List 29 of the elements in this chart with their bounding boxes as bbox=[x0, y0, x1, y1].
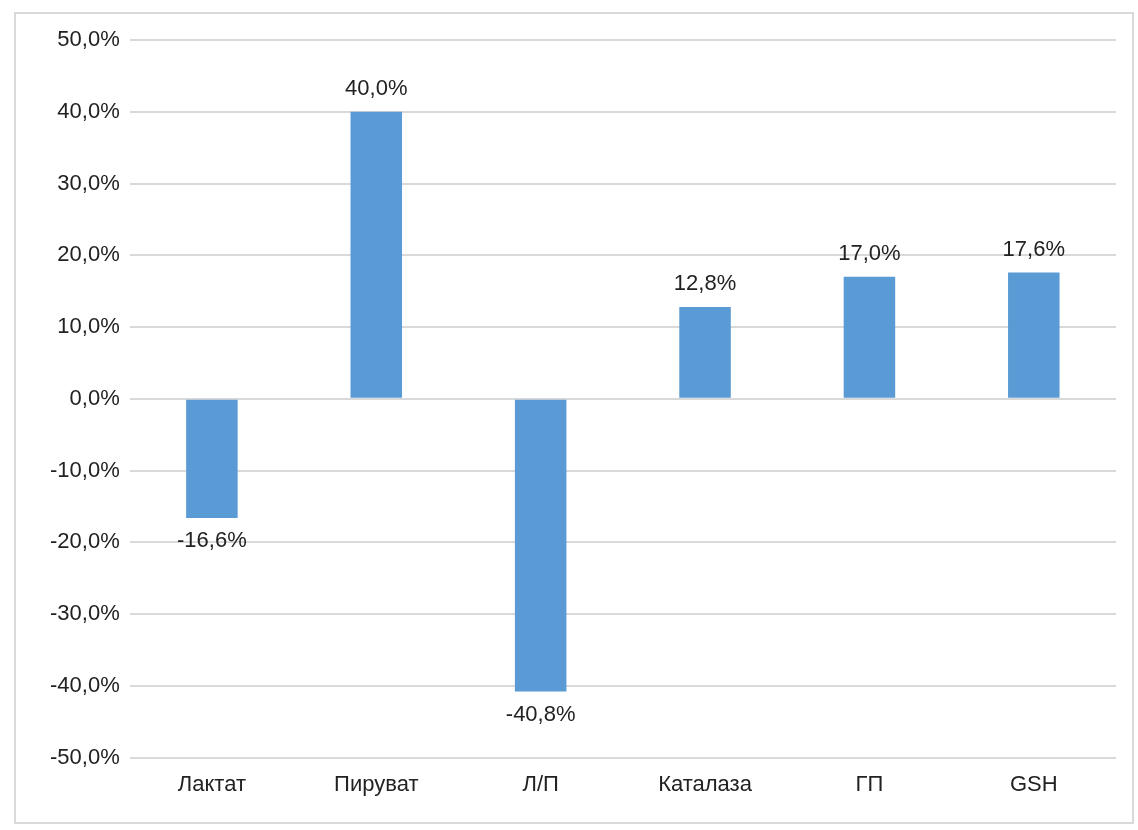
data-label: 17,6% bbox=[1002, 235, 1065, 261]
y-tick-label: 0,0% bbox=[69, 384, 120, 410]
x-tick-label: ГП bbox=[855, 770, 884, 796]
x-tick-label: Л/П bbox=[522, 770, 559, 796]
bar bbox=[186, 399, 238, 518]
y-tick-label: -10,0% bbox=[49, 456, 120, 482]
bar bbox=[514, 399, 567, 692]
bar bbox=[350, 111, 403, 398]
x-tick-label: Каталаза bbox=[658, 770, 753, 796]
x-tick-label: Лактат bbox=[177, 770, 246, 796]
y-tick-label: -30,0% bbox=[49, 600, 120, 626]
data-label: 40,0% bbox=[345, 74, 408, 100]
bar bbox=[1008, 272, 1060, 398]
x-tick-label: GSH bbox=[1009, 770, 1058, 796]
y-tick-label: 10,0% bbox=[57, 313, 120, 339]
bar bbox=[843, 276, 896, 398]
y-tick-label: 40,0% bbox=[57, 97, 120, 123]
y-tick-label: -20,0% bbox=[49, 528, 120, 554]
y-tick-label: 20,0% bbox=[57, 241, 120, 267]
bar bbox=[679, 306, 731, 398]
y-tick-label: -40,0% bbox=[49, 671, 120, 697]
y-tick-label: 50,0% bbox=[57, 26, 120, 52]
data-label: 17,0% bbox=[838, 239, 901, 265]
data-label: 12,8% bbox=[673, 270, 737, 296]
y-tick-label: 30,0% bbox=[57, 169, 120, 195]
data-label: -40,8% bbox=[505, 700, 576, 726]
data-label: -16,6% bbox=[177, 526, 247, 552]
y-tick-label: -50,0% bbox=[49, 743, 120, 769]
x-tick-label: Пируват bbox=[334, 770, 419, 796]
